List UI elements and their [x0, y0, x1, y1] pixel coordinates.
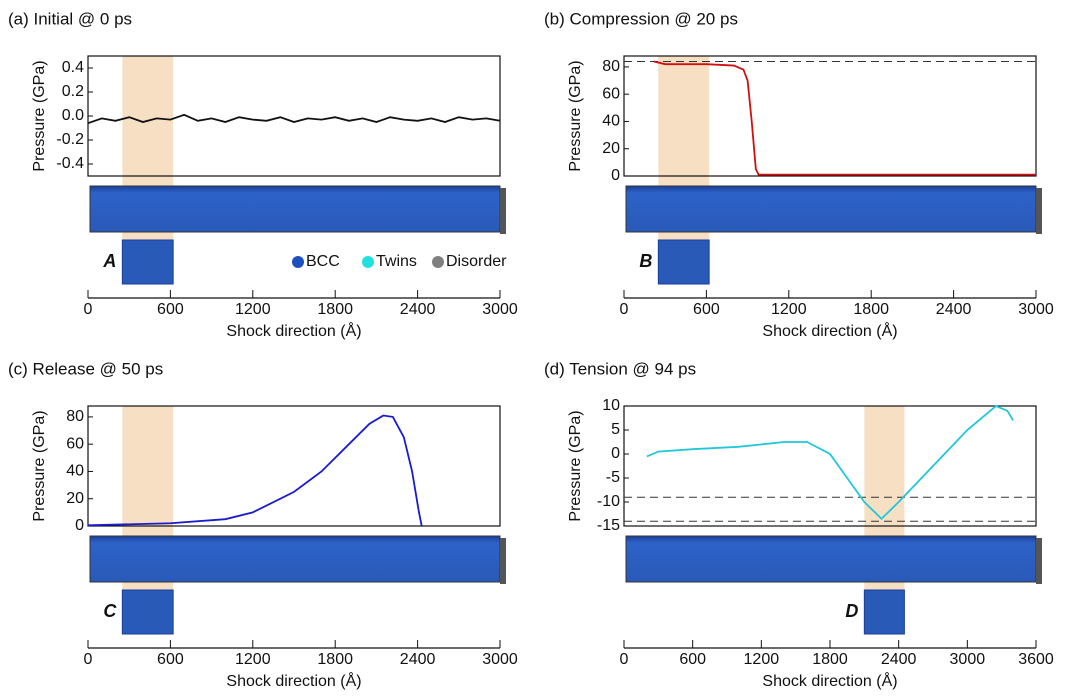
y-tick-label: -5 [606, 469, 620, 486]
x-tick-label: 2400 [400, 651, 436, 668]
x-axis-label: Shock direction (Å) [226, 671, 361, 690]
strip-end [500, 188, 506, 234]
sample-strip [89, 185, 501, 233]
panel-title: (a) Initial @ 0 ps [8, 9, 132, 28]
x-axis-label: Shock direction (Å) [762, 321, 897, 340]
x-tick-label: 1800 [812, 651, 848, 668]
legend-marker [432, 256, 444, 268]
plot-frame [623, 55, 1037, 177]
y-tick-label: 0.4 [62, 59, 84, 76]
x-tick-label: 1200 [235, 651, 271, 668]
x-tick-label: 3000 [1018, 301, 1054, 318]
x-tick-label: 0 [620, 301, 629, 318]
panel: (d) Tension @ 94 ps Pressure (GPa) 10 5 0 -5 -… [544, 359, 1054, 690]
pressure-line [653, 60, 1036, 176]
panel: (a) Initial @ 0 ps Pressure (GPa) 0.4 0.2 0.… [8, 9, 518, 340]
sample-strip [625, 535, 1037, 583]
y-axis-label: Pressure (GPa) [567, 410, 584, 521]
x-tick-label: 2400 [400, 301, 436, 318]
y-tick-label: 40 [66, 463, 84, 480]
y-axis-label: Pressure (GPa) [31, 410, 48, 521]
x-tick-label: 1800 [317, 651, 353, 668]
plot-frame [623, 405, 1037, 527]
plot-frame [87, 405, 501, 527]
inset-block [863, 589, 905, 635]
x-tick-label: 2400 [936, 301, 972, 318]
x-tick-label: 3000 [482, 301, 518, 318]
y-tick-label: 0 [75, 517, 84, 534]
y-tick-label: 60 [602, 85, 620, 102]
pressure-line [87, 113, 501, 125]
inset-letter: D [845, 601, 858, 621]
x-tick-label: 0 [84, 301, 93, 318]
y-tick-label: 80 [602, 58, 620, 75]
y-tick-label: -0.2 [56, 131, 84, 148]
x-tick-label: 0 [84, 651, 93, 668]
x-tick-label: 600 [679, 651, 706, 668]
legend-marker [292, 256, 304, 268]
x-tick-label: 1200 [771, 301, 807, 318]
legend-label: Disorder [446, 253, 507, 270]
y-axis-label: Pressure (GPa) [567, 60, 584, 171]
y-tick-label: 20 [66, 490, 84, 507]
strip-end [1036, 538, 1042, 584]
y-tick-label: 40 [602, 113, 620, 130]
y-tick-label: -10 [597, 493, 620, 510]
panel-title: (d) Tension @ 94 ps [544, 359, 696, 378]
y-tick-label: 20 [602, 140, 620, 157]
x-tick-label: 3600 [1018, 651, 1054, 668]
panel-title: (c) Release @ 50 ps [8, 359, 163, 378]
y-tick-label: -0.4 [56, 155, 84, 172]
y-tick-label: 80 [66, 408, 84, 425]
x-tick-label: 1800 [317, 301, 353, 318]
inset-letter: A [102, 251, 116, 271]
y-axis-label: Pressure (GPa) [31, 60, 48, 171]
x-tick-label: 600 [157, 651, 184, 668]
x-tick-label: 1800 [853, 301, 889, 318]
y-tick-label: 0.2 [62, 83, 84, 100]
inset-block [121, 239, 174, 285]
legend-label: BCC [306, 253, 340, 270]
x-tick-label: 2400 [881, 651, 917, 668]
strip-end [500, 538, 506, 584]
x-tick-label: 3000 [950, 651, 986, 668]
x-tick-label: 600 [693, 301, 720, 318]
legend-marker [362, 256, 374, 268]
panel: (b) Compression @ 20 ps Pressure (GPa) 80 6… [544, 9, 1054, 340]
y-tick-label: 0 [611, 167, 620, 184]
y-tick-label: 5 [611, 421, 620, 438]
inset-block [657, 239, 710, 285]
x-tick-label: 600 [157, 301, 184, 318]
sample-strip [625, 185, 1037, 233]
inset-letter: B [639, 251, 652, 271]
y-tick-label: 0 [611, 445, 620, 462]
inset-block [121, 589, 174, 635]
y-tick-label: 60 [66, 435, 84, 452]
x-tick-label: 3000 [482, 651, 518, 668]
inset-letter: C [103, 601, 117, 621]
legend-label: Twins [376, 253, 417, 270]
x-axis-label: Shock direction (Å) [226, 321, 361, 340]
strip-end [1036, 188, 1042, 234]
x-tick-label: 1200 [235, 301, 271, 318]
pressure-line [87, 414, 423, 527]
y-tick-label: -15 [597, 517, 620, 534]
x-tick-label: 1200 [744, 651, 780, 668]
panel-title: (b) Compression @ 20 ps [544, 9, 738, 28]
y-tick-label: 0.0 [62, 107, 84, 124]
y-tick-label: 10 [602, 397, 620, 414]
pressure-line [646, 404, 1014, 521]
x-axis-label: Shock direction (Å) [762, 671, 897, 690]
panel: (c) Release @ 50 ps Pressure (GPa) 80 60 40 2… [8, 359, 518, 690]
sample-strip [89, 535, 501, 583]
x-tick-label: 0 [620, 651, 629, 668]
